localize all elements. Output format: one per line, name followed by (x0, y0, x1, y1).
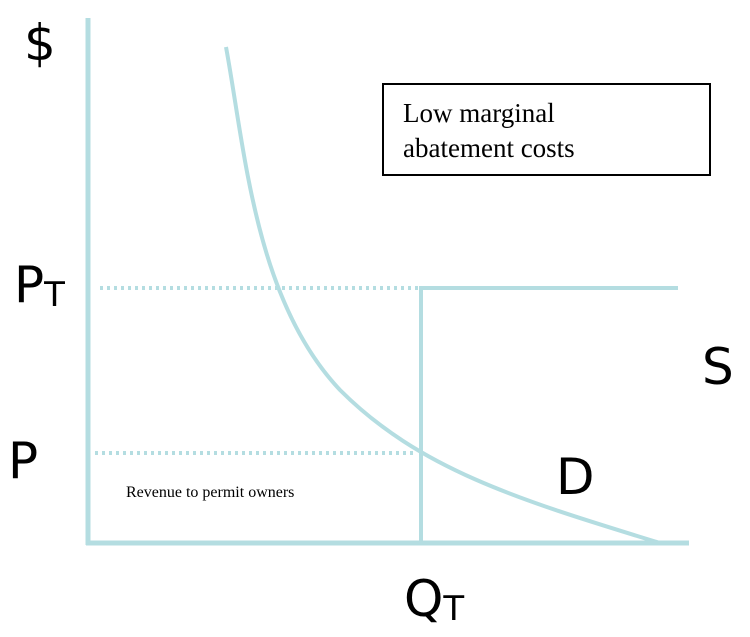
note-box (382, 83, 711, 176)
tax-price-label: PT (14, 256, 65, 315)
label-main: Q (404, 570, 443, 628)
note-line: abatement costs (403, 133, 575, 163)
demand-label: D (556, 448, 595, 506)
supply-label: S (702, 338, 734, 396)
area-label: Revenue to permit owners (126, 484, 294, 501)
label-sub: T (43, 275, 65, 315)
y-axis-label: $ (24, 14, 56, 72)
supply-curve (419, 286, 678, 541)
demand-curve (224, 46, 661, 545)
x-axis-label: QT (404, 570, 464, 629)
price-label: P (8, 432, 38, 490)
label-main: P (14, 256, 44, 314)
note-line: Low marginal (403, 98, 555, 128)
label-sub: T (442, 589, 464, 629)
